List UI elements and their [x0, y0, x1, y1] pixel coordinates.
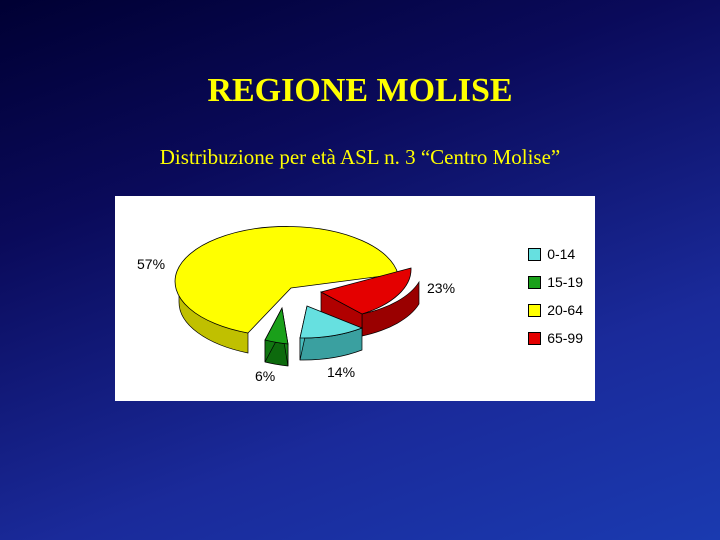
pie-chart-panel: 57% 23% 14% 6% 0-14 15-19 20-64 65-99 [115, 196, 595, 401]
page-title: REGIONE MOLISE [0, 72, 720, 110]
pie-label-20-64: 57% [137, 256, 165, 272]
legend-item-15-19: 15-19 [528, 274, 583, 290]
legend-swatch-icon [528, 276, 541, 289]
legend-label: 0-14 [547, 246, 575, 262]
legend-label: 65-99 [547, 330, 583, 346]
legend-label: 20-64 [547, 302, 583, 318]
pie-label-15-19: 6% [255, 368, 275, 384]
pie-label-65-99: 23% [427, 280, 455, 296]
legend-swatch-icon [528, 248, 541, 261]
legend-swatch-icon [528, 304, 541, 317]
chart-legend: 0-14 15-19 20-64 65-99 [528, 246, 583, 358]
legend-label: 15-19 [547, 274, 583, 290]
legend-item-20-64: 20-64 [528, 302, 583, 318]
page-subtitle: Distribuzione per età ASL n. 3 “Centro M… [0, 145, 720, 170]
pie-slice-15-19 [265, 308, 288, 366]
legend-item-65-99: 65-99 [528, 330, 583, 346]
pie-label-0-14: 14% [327, 364, 355, 380]
legend-swatch-icon [528, 332, 541, 345]
legend-item-0-14: 0-14 [528, 246, 583, 262]
